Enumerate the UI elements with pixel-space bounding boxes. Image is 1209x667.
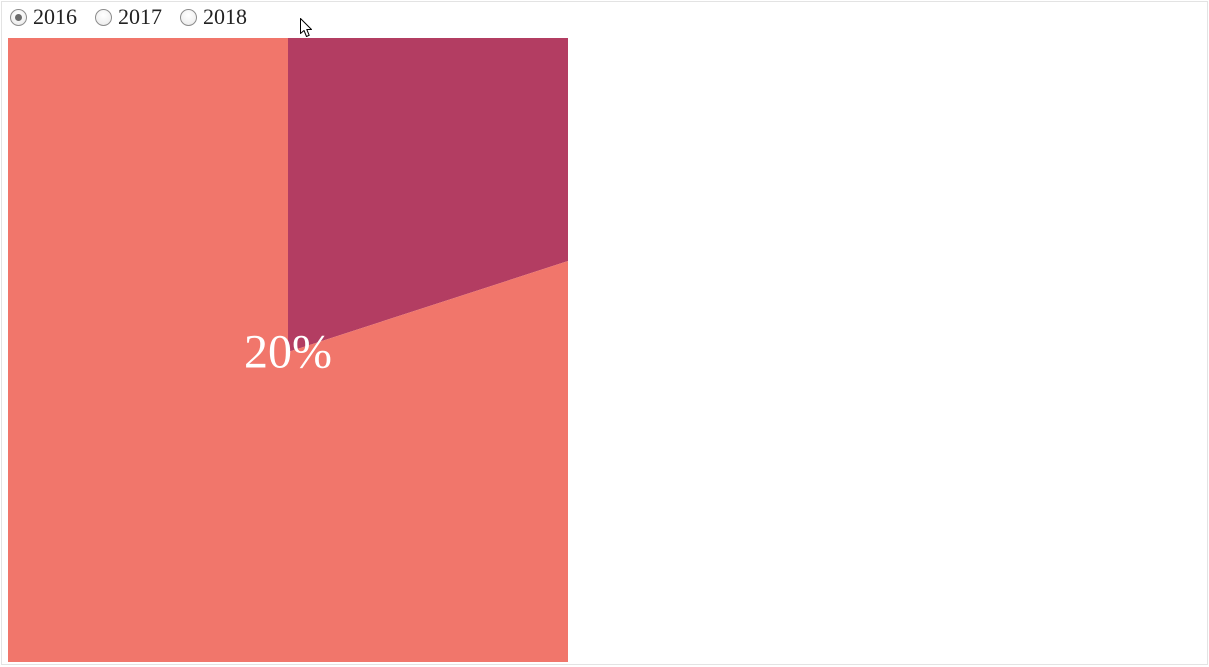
app-frame: 2016 2017 2018 20%	[1, 1, 1208, 665]
radio-icon	[95, 9, 112, 26]
radio-icon	[180, 9, 197, 26]
pie-chart: 20%	[8, 38, 568, 662]
radio-2017[interactable]: 2017	[95, 6, 162, 28]
radio-2018[interactable]: 2018	[180, 6, 247, 28]
pie-center-label: 20%	[244, 325, 332, 380]
radio-icon	[10, 9, 27, 26]
radio-label: 2017	[118, 6, 162, 28]
radio-2016[interactable]: 2016	[10, 6, 77, 28]
radio-label: 2016	[33, 6, 77, 28]
radio-label: 2018	[203, 6, 247, 28]
year-radio-group: 2016 2017 2018	[2, 2, 1207, 28]
